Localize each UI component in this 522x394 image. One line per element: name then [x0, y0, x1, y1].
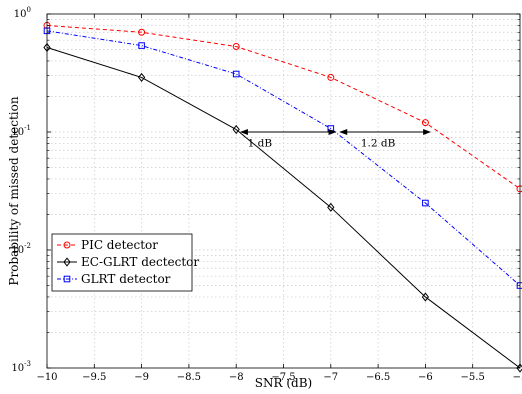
x-tick-label: −6 — [418, 372, 433, 383]
data-point — [422, 199, 429, 207]
data-point — [232, 124, 240, 135]
x-tick-label: −7 — [323, 372, 338, 383]
x-tick-label: −5.5 — [461, 372, 485, 383]
y-tick-label: 100 — [14, 6, 31, 20]
y-tick-label: 10-3 — [11, 360, 31, 374]
annotations: 1 dB 1.2 dB — [239, 129, 432, 150]
annotation-label: 1.2 dB — [361, 138, 396, 150]
legend-marker — [63, 241, 71, 249]
legend-marker — [63, 275, 71, 283]
series-0 — [43, 21, 522, 193]
y-tick-exponent: -1 — [24, 124, 31, 132]
data-point — [137, 72, 146, 83]
annotation-label: 1 dB — [248, 138, 273, 150]
x-tick-label: −10 — [36, 372, 57, 383]
x-tick-label: −8.5 — [177, 372, 201, 383]
grid — [47, 14, 520, 368]
x-axis-label: SNR (dB) — [255, 376, 312, 390]
data-point — [138, 28, 146, 36]
data-point — [516, 185, 522, 193]
data-point — [232, 43, 240, 51]
data-point — [421, 119, 429, 127]
data-point — [232, 70, 240, 78]
series-layer — [43, 21, 522, 373]
data-point — [421, 292, 430, 302]
legend-label: EC-GLRT dectector — [81, 255, 199, 269]
axes: −10−9.5−9−8.5−8−7.5−7−6.5−6−5.5−510-310-… — [11, 6, 522, 383]
data-point — [138, 42, 145, 49]
legend-marker — [63, 257, 71, 267]
x-tick-label: −9 — [134, 372, 149, 383]
series-line — [46, 30, 521, 286]
x-tick-label: −8 — [229, 372, 244, 383]
data-point — [516, 363, 522, 373]
legend: PIC detector EC-GLRT dectector GLRT detect… — [51, 233, 199, 292]
series-line — [46, 47, 521, 369]
x-tick-label: −5 — [513, 372, 522, 383]
x-tick-label: −7.5 — [271, 372, 295, 383]
data-point — [327, 73, 335, 81]
y-axis-label: Probability of missed detection — [7, 96, 21, 285]
series-1 — [43, 42, 522, 373]
data-point — [327, 202, 335, 212]
y-tick-exponent: 0 — [27, 6, 31, 14]
legend-label: PIC detector — [81, 238, 158, 252]
legend-label: GLRT detector — [81, 272, 171, 286]
x-tick-label: −6.5 — [366, 372, 390, 383]
y-tick-exponent: -2 — [24, 242, 31, 250]
x-tick-label: −9.5 — [82, 372, 106, 383]
y-tick-exponent: -3 — [24, 360, 31, 368]
series-line — [46, 24, 521, 190]
